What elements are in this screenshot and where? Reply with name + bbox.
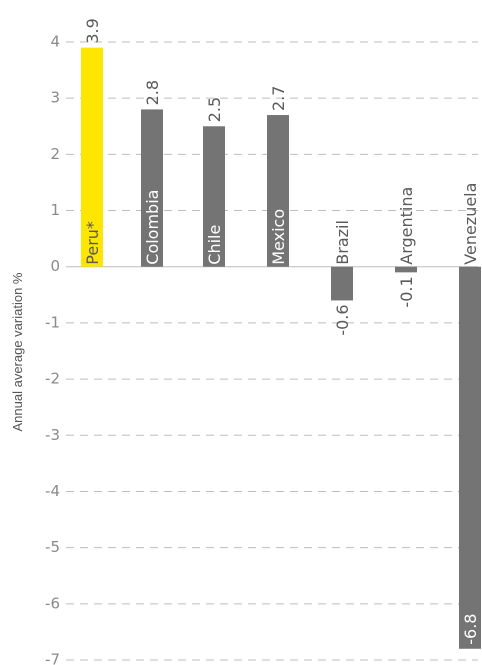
category-label: Venezuela: [461, 183, 480, 265]
bar-layer: [81, 47, 481, 649]
value-label: -0.6: [333, 304, 352, 335]
bar-brazil: [331, 266, 353, 301]
category-label: Argentina: [397, 187, 416, 265]
y-axis-label: Annual average variation %: [10, 272, 25, 431]
category-label: Peru*: [83, 221, 102, 265]
value-label: 2.5: [205, 97, 224, 122]
y-tick-label: -5: [45, 538, 60, 556]
y-tick-layer: 4 3 2 1 0 -1 -2 -3 -4 -5 -6 -7: [45, 33, 60, 665]
y-tick-label: 1: [50, 201, 60, 219]
y-tick-label: -6: [45, 594, 60, 612]
y-tick-label: -1: [45, 313, 60, 331]
category-label: Colombia: [143, 190, 162, 265]
bar-mexico: [267, 115, 289, 267]
bar-argentina: [395, 266, 417, 273]
value-label: -6.8: [461, 614, 480, 645]
label-layer: Peru* 3.9 Colombia 2.8 Chile 2.5 Mexico 2.7 Braz…: [83, 18, 480, 645]
value-label: 2.7: [269, 86, 288, 111]
y-tick-label: 2: [50, 145, 60, 163]
bar-colombia: [141, 109, 163, 267]
bar-venezuela: [459, 266, 481, 649]
y-tick-label: 3: [50, 89, 60, 107]
value-label: 3.9: [83, 18, 102, 43]
y-tick-label: 0: [50, 257, 60, 275]
y-tick-label: -3: [45, 426, 60, 444]
y-tick-label: 4: [50, 33, 60, 51]
category-label: Chile: [205, 225, 224, 265]
value-label: -0.1: [397, 276, 416, 307]
category-label: Mexico: [269, 209, 288, 265]
value-label: 2.8: [143, 80, 162, 105]
y-tick-label: -4: [45, 482, 60, 500]
bar-chile: [203, 126, 225, 267]
y-tick-label: -2: [45, 370, 60, 388]
y-tick-label: -7: [45, 651, 60, 665]
bar-peru: [81, 47, 103, 267]
category-label: Brazil: [333, 220, 352, 265]
